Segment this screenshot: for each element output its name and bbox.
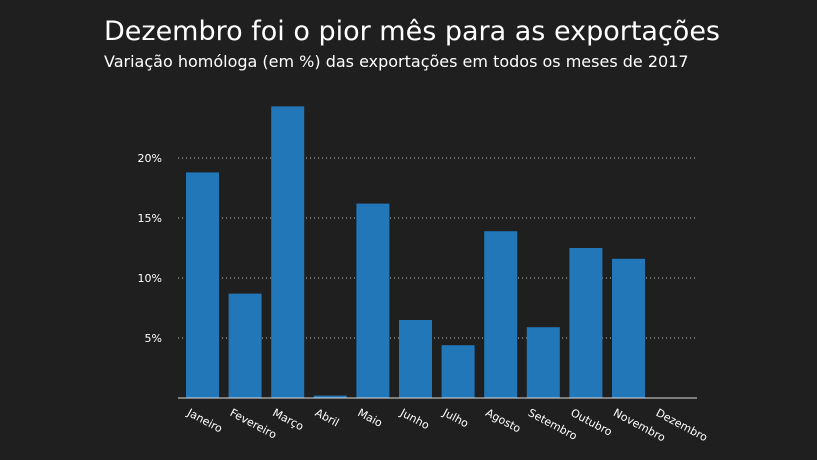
bar-novembro: [612, 258, 645, 398]
y-tick-label: 15%: [138, 212, 162, 225]
x-tick-label: Abril: [313, 406, 341, 429]
bar-setembro: [526, 327, 560, 398]
x-tick-label: Julho: [440, 406, 471, 431]
x-tick-label: Fevereiro: [228, 406, 279, 441]
y-tick-label: 20%: [138, 152, 162, 165]
x-tick-label: Junho: [397, 406, 431, 433]
bar-junho: [399, 320, 432, 398]
bar-maio: [356, 203, 390, 398]
x-tick-label: Janeiro: [184, 406, 225, 436]
bar-março: [271, 106, 305, 399]
chart-subtitle: Variação homóloga (em %) das exportações…: [104, 52, 689, 71]
y-tick-label: 5%: [145, 332, 162, 345]
bar-janeiro: [186, 172, 219, 398]
bar-julho: [441, 345, 475, 398]
y-tick-label: 10%: [138, 272, 162, 285]
x-tick-label: Maio: [355, 406, 384, 430]
chart-title: Dezembro foi o pior mês para as exportaç…: [104, 16, 721, 47]
bar-outubro: [569, 248, 603, 398]
bar-agosto: [484, 231, 518, 398]
x-tick-label: Agosto: [483, 406, 523, 435]
bar-fevereiro: [228, 293, 262, 398]
bar-abril: [313, 395, 347, 398]
